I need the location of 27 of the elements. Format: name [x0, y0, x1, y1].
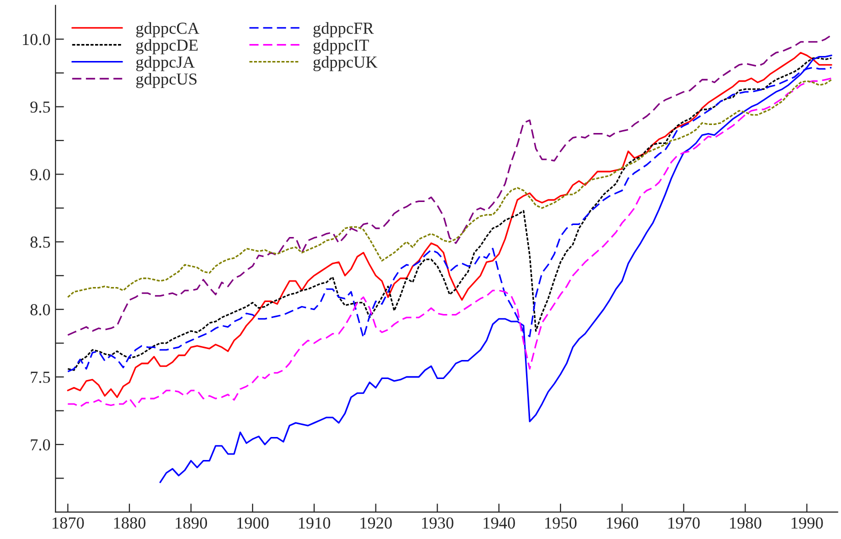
x-tick-label: 1930 [422, 517, 454, 529]
x-tick-label: 1870 [52, 517, 84, 529]
x-tick-label: 1880 [114, 517, 146, 529]
legend-label: gdppcUK [313, 56, 378, 72]
legend-label: gdppcCA [136, 22, 200, 38]
legend-label: gdppcJA [136, 56, 195, 72]
legend-label: gdppcUS [136, 72, 197, 88]
legend-label: gdppcIT [313, 39, 369, 54]
legend-label: gdppcDE [136, 39, 198, 54]
x-tick-label: 1980 [730, 517, 762, 529]
y-tick-label: 9.5 [30, 101, 50, 113]
x-tick-label: 1970 [668, 517, 700, 529]
x-tick-label: 1910 [298, 517, 330, 529]
x-tick-label: 1950 [545, 517, 577, 529]
x-tick-label: 1890 [176, 517, 208, 529]
y-tick-label: 8.0 [30, 304, 50, 316]
x-tick-label: 1940 [484, 517, 515, 529]
x-tick-label: 1920 [360, 517, 392, 529]
y-tick-label: 7.0 [30, 439, 50, 451]
y-tick-label: 9.0 [30, 168, 50, 180]
x-tick-label: 1900 [237, 517, 269, 529]
y-tick-label: 7.5 [30, 372, 50, 383]
legend-label: gdppcFR [313, 22, 374, 38]
x-tick-label: 1990 [792, 517, 823, 529]
x-tick-label: 1960 [606, 517, 638, 529]
y-tick-label: 8.5 [30, 236, 50, 248]
y-tick-label: 10.0 [22, 34, 50, 46]
